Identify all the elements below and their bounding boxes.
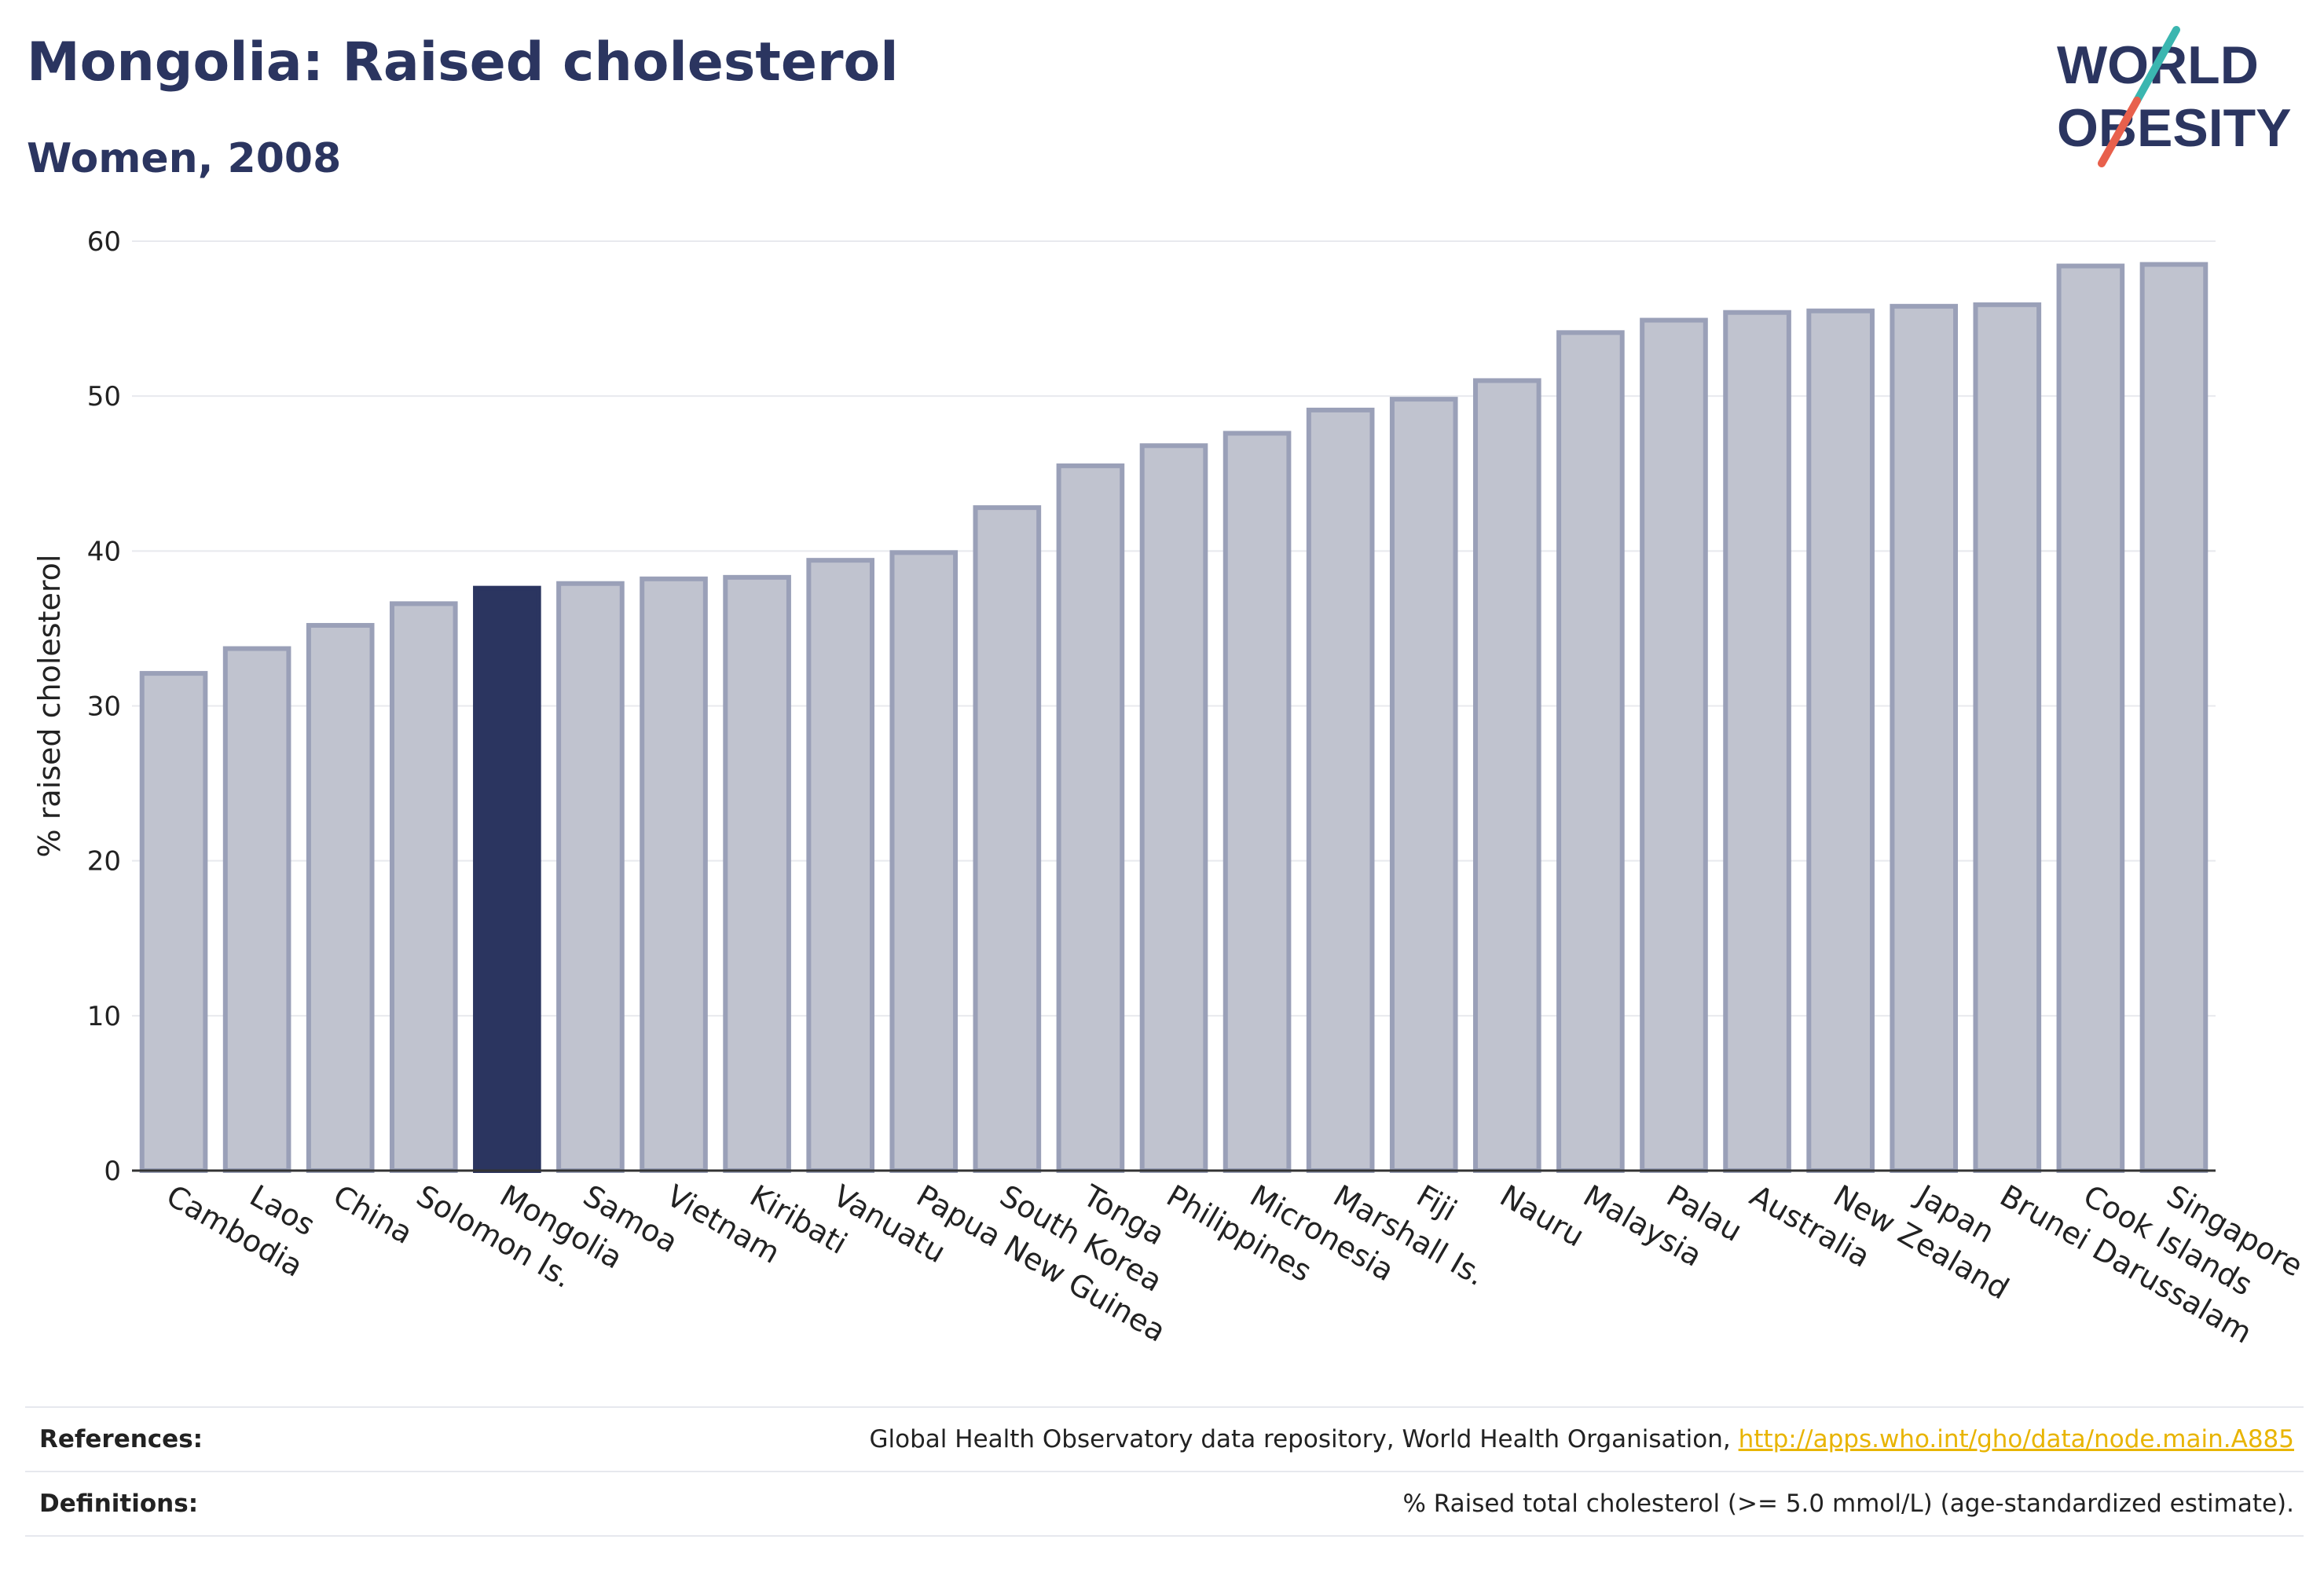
bar-nauru bbox=[1473, 378, 1541, 1173]
bar-philippines bbox=[1139, 443, 1208, 1173]
bar-kiribati bbox=[723, 574, 791, 1173]
references-label: References: bbox=[39, 1425, 203, 1453]
bar-south-korea bbox=[973, 505, 1042, 1174]
bar-japan bbox=[1890, 303, 1959, 1173]
y-tick-label-0: 0 bbox=[104, 1156, 121, 1187]
bar-papua-new-guinea bbox=[889, 550, 959, 1173]
bar-palau bbox=[1640, 317, 1708, 1173]
bar-tonga bbox=[1056, 463, 1125, 1173]
y-tick-label-40: 40 bbox=[87, 536, 121, 567]
references-link[interactable]: http://apps.who.int/gho/data/node.main.A… bbox=[1738, 1425, 2294, 1453]
y-tick-label-20: 20 bbox=[87, 846, 121, 878]
definitions-row: Definitions: % Raised total cholesterol … bbox=[25, 1471, 2304, 1535]
footer-divider bbox=[25, 1535, 2304, 1537]
bar-brunei-darussalam bbox=[1973, 302, 2042, 1173]
bar-vanuatu bbox=[806, 558, 874, 1173]
y-axis-label: % raised cholesterol bbox=[32, 555, 67, 858]
bar-micronesia bbox=[1222, 431, 1292, 1173]
y-tick-label-60: 60 bbox=[87, 226, 121, 258]
bar-fiji bbox=[1389, 397, 1458, 1173]
references-value: Global Health Observatory data repositor… bbox=[870, 1425, 2294, 1453]
logo-slash-red bbox=[2098, 97, 2141, 167]
bar-mongolia bbox=[473, 585, 541, 1173]
logo-text-obesity: OBESITY bbox=[2057, 98, 2292, 158]
bar-marshall-is- bbox=[1306, 407, 1375, 1173]
y-tick-label-30: 30 bbox=[87, 691, 121, 723]
bar-laos bbox=[222, 646, 291, 1173]
y-tick-label-50: 50 bbox=[87, 381, 121, 412]
bar-cook-islands bbox=[2056, 263, 2125, 1174]
logo-slash-teal bbox=[2133, 26, 2180, 104]
bar-malaysia bbox=[1556, 330, 1625, 1173]
chart-title: Mongolia: Raised cholesterol bbox=[27, 31, 899, 93]
bar-new-zealand bbox=[1806, 308, 1875, 1174]
bar-solomon-is- bbox=[389, 601, 458, 1173]
definitions-label: Definitions: bbox=[39, 1490, 199, 1518]
bar-vietnam bbox=[640, 576, 708, 1174]
definitions-text: % Raised total cholesterol (>= 5.0 mmol/… bbox=[1402, 1490, 2294, 1518]
y-tick-label-10: 10 bbox=[87, 1001, 121, 1032]
bar-china bbox=[306, 622, 375, 1173]
bar-singapore bbox=[2139, 262, 2209, 1174]
references-row: References: Global Health Observatory da… bbox=[25, 1406, 2304, 1471]
chart-subtitle: Women, 2008 bbox=[27, 135, 342, 182]
bar-samoa bbox=[556, 581, 625, 1173]
bar-australia bbox=[1723, 310, 1791, 1174]
references-text: Global Health Observatory data repositor… bbox=[869, 1425, 1739, 1453]
x-tick-label-nauru: Nauru bbox=[1494, 1178, 1590, 1254]
world-obesity-logo: WORLD OBESITY bbox=[2057, 26, 2292, 167]
x-tick-label-china: China bbox=[328, 1178, 419, 1251]
bar-cambodia bbox=[139, 671, 208, 1173]
